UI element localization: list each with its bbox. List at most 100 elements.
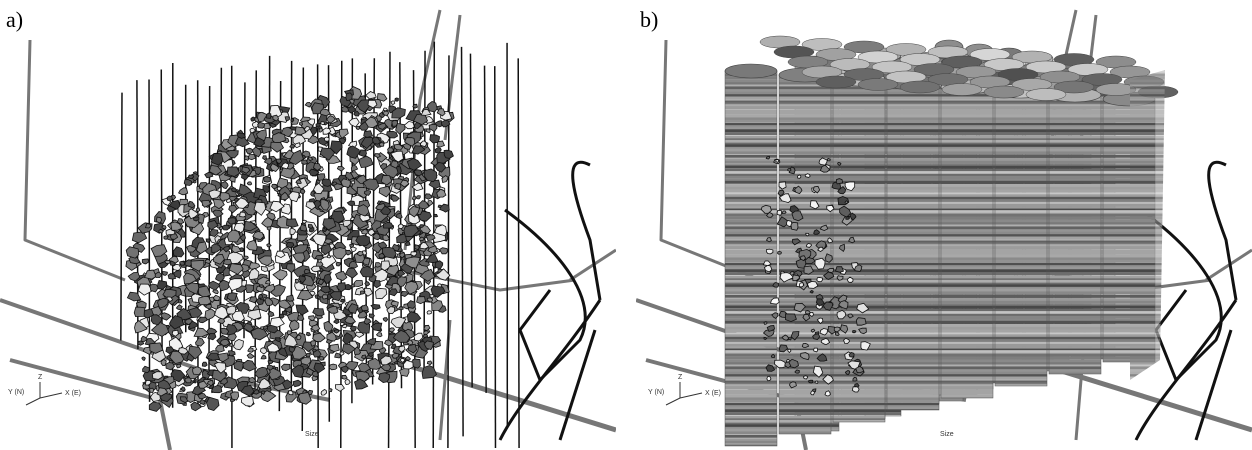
fragment [810,291,813,294]
fragment [346,93,352,101]
fragment [244,256,249,259]
fragment [300,224,306,231]
fragment [196,208,200,212]
figure: a) b) Y (N) Z X (E) Y (N) Z X (E) Size S… [0,0,1252,450]
fragment [336,262,340,266]
fragment [340,299,344,302]
panel-label: a) [6,7,23,32]
fragment [434,214,438,217]
fragment [803,376,807,379]
fragment [814,348,818,352]
fragment [220,193,230,201]
fragment [776,160,779,163]
fragment [395,98,399,101]
fragment [266,281,271,285]
fragment [437,141,445,147]
axis-label: X (E) [65,390,81,397]
fragment [152,372,162,380]
fragment [325,137,330,141]
fragment [222,225,229,230]
fragment [156,217,161,223]
fragment [202,362,207,366]
fragment [268,360,273,363]
fragment [281,364,290,371]
fragment [846,217,850,220]
fragment [258,122,265,128]
fragment [264,177,271,183]
fragment [427,361,432,365]
drill-hole [495,66,496,448]
column-top [900,81,940,93]
fragment [396,213,402,219]
panel-label: b) [640,7,658,32]
column-top [984,86,1024,98]
fragment [134,307,145,317]
fragment [327,255,331,258]
fragment [288,391,293,395]
fragment [399,307,404,310]
fragment [802,343,808,347]
scale-label: Size [940,431,954,438]
axis-label: Y (N) [648,389,664,396]
column-top [942,84,982,96]
column [941,87,993,398]
scale-label: Size [305,431,319,438]
fragment [766,156,769,159]
fragment [411,252,417,256]
column-top [1026,89,1066,101]
fragment [143,366,150,373]
fragment [340,322,344,325]
fragment [232,188,237,192]
fragment [177,364,181,368]
fragment [223,259,231,265]
fragment [395,184,401,190]
fragment [329,389,332,392]
fragment [289,192,299,202]
column [725,71,777,446]
fragment [808,380,813,383]
fragment [272,184,278,188]
fragment [777,210,781,215]
fragment [805,174,810,178]
fragment [295,279,299,283]
fragment [354,111,360,116]
fragment [350,244,354,248]
fragment [786,360,790,363]
fragment [258,294,262,298]
column [887,83,939,410]
fragment [853,377,857,381]
fragment [405,242,410,246]
fragment [320,356,324,360]
fragment [149,388,153,393]
fragment [329,364,337,370]
fragment [185,378,191,383]
fragment [827,159,830,162]
axis-label: Y (N) [8,389,24,396]
fragment [856,318,866,326]
fragment [198,296,211,304]
fragment [767,376,771,381]
fragment [836,179,842,184]
fragment [297,335,301,340]
fragment [302,160,308,165]
fragment [788,169,791,171]
fragment [420,225,424,228]
fragment [400,369,410,377]
fragment [766,249,773,254]
column [1049,95,1101,374]
fragment [815,381,818,383]
fragment [240,212,246,217]
fragment [247,182,251,185]
fragment [266,113,271,118]
fragment [330,344,340,351]
fragment [285,117,290,121]
fragment [181,387,185,391]
fragment [322,295,327,299]
fragment [798,175,801,178]
fragment [300,189,305,193]
fragment [817,278,823,282]
fragment [838,162,841,165]
fragment [836,267,844,273]
drill-hole [518,58,519,448]
block-side [1130,70,1165,380]
